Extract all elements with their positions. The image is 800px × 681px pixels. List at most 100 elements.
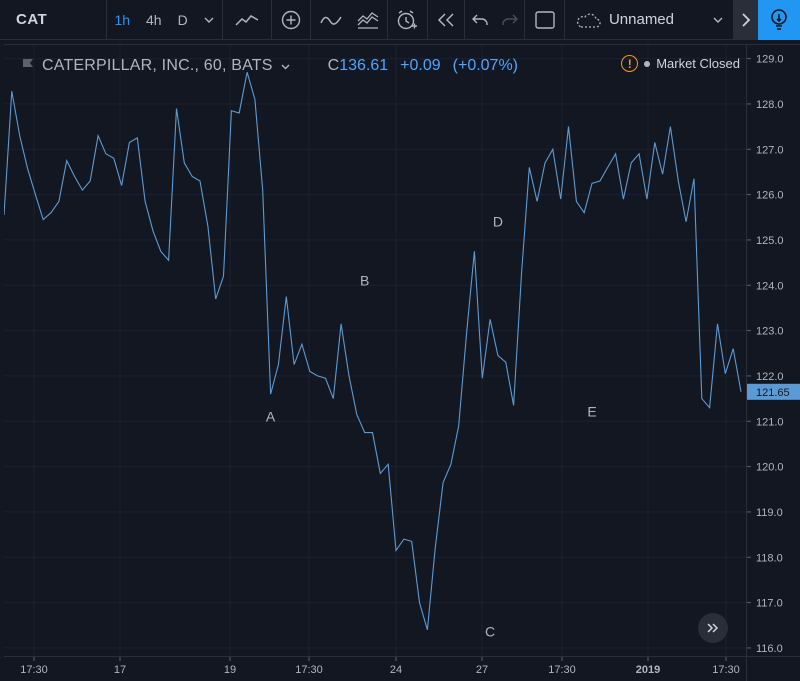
price-series-line: [4, 72, 742, 630]
compare-symbol-button[interactable]: [272, 0, 311, 40]
time-tick-label: 17:30: [20, 664, 48, 676]
publish-idea-button[interactable]: [758, 0, 800, 40]
chevron-down-icon: [713, 17, 723, 23]
price-tick-label: 119.0: [756, 507, 783, 519]
interval-1h-button[interactable]: 1h: [106, 0, 138, 40]
redo-button[interactable]: [495, 0, 525, 40]
time-tick-label: 24: [390, 664, 402, 676]
close-value-group: C136.61: [328, 57, 389, 75]
fullscreen-button[interactable]: [525, 0, 564, 40]
toolbar-scroll-right-button[interactable]: [732, 0, 759, 40]
price-tick-label: 127.0: [756, 144, 784, 156]
toolbar-separator: [270, 0, 272, 39]
chart-pane[interactable]: CATERPILLAR, INC., 60, BATS C136.61 +0.0…: [4, 44, 746, 657]
cloud-icon: [576, 13, 601, 28]
annotation-label-e[interactable]: E: [587, 404, 596, 420]
time-scale[interactable]: 17:30 17 19 17:30 24 27 17:30 2019 17:30: [4, 656, 746, 681]
market-status-label: Market Closed: [656, 56, 740, 71]
toolbar-separator: [426, 0, 428, 39]
templates-icon: [357, 12, 379, 29]
symbol-search-button[interactable]: CAT: [0, 0, 106, 39]
price-tick-label: 120.0: [756, 462, 784, 474]
price-tick-label: 121.0: [756, 416, 784, 428]
status-dot-icon: [644, 60, 651, 67]
redo-icon: [501, 14, 518, 25]
price-axis: 116.0 117.0 118.0 119.0 120.0 121.0 122.0 123.0…: [747, 54, 800, 655]
symbol-label: CAT: [16, 11, 48, 28]
interval-dropdown-button[interactable]: [196, 0, 222, 40]
annotation-label-c[interactable]: C: [485, 624, 495, 640]
last-price-tag: [747, 383, 800, 400]
compare-add-icon: [281, 10, 301, 30]
price-tick-label: 116.0: [756, 643, 783, 655]
price-tick-label: 125.0: [756, 235, 784, 247]
toolbar-separator: [524, 0, 526, 39]
price-plot[interactable]: A B C D E: [4, 45, 746, 657]
price-scale[interactable]: 116.0 117.0 118.0 119.0 120.0 121.0 122.0 123.0…: [746, 44, 800, 656]
alert-button[interactable]: [388, 0, 427, 40]
last-price-label: 121.65: [756, 387, 790, 399]
interval-d-button[interactable]: D: [170, 0, 196, 40]
warning-icon: !: [621, 55, 639, 72]
time-tick-label: 27: [476, 664, 488, 676]
top-toolbar: CAT 1h 4h D: [0, 0, 800, 40]
fullscreen-icon: [534, 11, 555, 29]
change-value: +0.09: [400, 57, 441, 74]
time-tick-label: 19: [224, 664, 236, 676]
layout-name: Unnamed: [608, 11, 674, 28]
price-tick-label: 129.0: [756, 54, 784, 66]
price-tick-label: 122.0: [756, 371, 784, 383]
time-tick-label: 2019: [636, 664, 660, 676]
close-prefix: C: [327, 57, 340, 74]
chart-type-icon: [235, 15, 258, 26]
toolbar-separator: [564, 0, 565, 39]
idea-bulb-icon: [771, 9, 788, 30]
replay-icon: [437, 13, 454, 27]
undo-icon: [472, 14, 488, 25]
time-axis: 17:30 17 19 17:30 24 27 17:30 2019 17:30: [20, 657, 740, 676]
annotation-label-b[interactable]: B: [360, 272, 369, 288]
annotation-label-d[interactable]: D: [493, 213, 503, 229]
alert-icon: [397, 10, 418, 30]
double-chevron-right-icon: [707, 623, 719, 633]
chart-left-edge: [0, 40, 4, 681]
indicators-button[interactable]: [311, 0, 350, 40]
price-tick-label: 118.0: [756, 552, 783, 564]
interval-group: 1h 4h D: [106, 0, 221, 39]
chart-type-button[interactable]: [223, 0, 271, 40]
price-tick-label: 123.0: [756, 326, 784, 338]
chevron-down-icon[interactable]: [281, 59, 290, 73]
flag-icon[interactable]: [22, 58, 34, 74]
templates-button[interactable]: [350, 0, 387, 40]
time-tick-label: 17: [114, 664, 126, 676]
market-status[interactable]: ! Market Closed: [621, 55, 740, 72]
replay-button[interactable]: [427, 0, 464, 40]
time-tick-label: 17:30: [295, 664, 323, 676]
time-tick-label: 17:30: [712, 664, 740, 676]
price-tick-label: 128.0: [756, 99, 784, 111]
change-percent: (+0.07%): [452, 57, 519, 74]
price-tick-label: 126.0: [756, 190, 784, 202]
time-tick-label: 17:30: [548, 664, 576, 676]
layout-name-button[interactable]: Unnamed: [565, 0, 733, 39]
wave-annotations: A B C D E: [266, 213, 597, 639]
scroll-to-realtime-button[interactable]: [698, 613, 728, 643]
indicators-icon: [319, 16, 342, 25]
interval-1h-label: 1h: [114, 11, 131, 28]
toolbar-separator: [221, 0, 223, 39]
toolbar-separator: [386, 0, 388, 39]
undo-button[interactable]: [465, 0, 495, 40]
interval-4h-button[interactable]: 4h: [138, 0, 170, 40]
toolbar-separator: [310, 0, 312, 39]
scale-corner: [746, 656, 800, 681]
toolbar-separator: [105, 0, 107, 39]
close-value: 136.61: [339, 57, 389, 74]
series-title[interactable]: CATERPILLAR, INC., 60, BATS: [42, 57, 273, 74]
chevron-down-icon: [204, 17, 214, 23]
grid-lines: [4, 45, 746, 657]
chevron-right-icon: [741, 13, 750, 27]
annotation-label-a[interactable]: A: [266, 408, 276, 424]
price-tick-label: 117.0: [756, 598, 783, 610]
price-tick-label: 124.0: [756, 280, 784, 292]
series-legend: CATERPILLAR, INC., 60, BATS C136.61 +0.0…: [22, 57, 518, 75]
